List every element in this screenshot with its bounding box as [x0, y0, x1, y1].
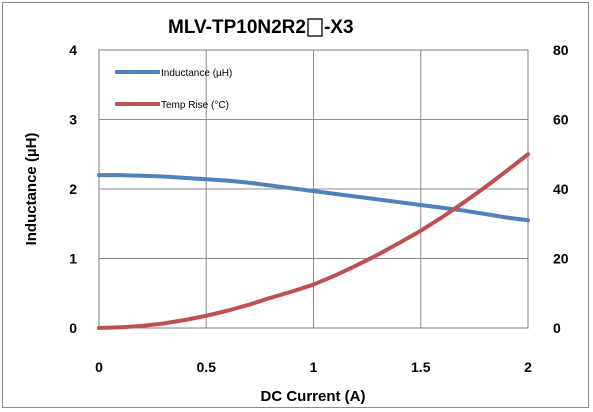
legend-label-temp-rise: Temp Rise (°C) [161, 100, 229, 111]
y-tick-label: 2 [69, 181, 77, 197]
y-tick-label: 0 [69, 320, 77, 336]
series-line-temp-rise [97, 152, 530, 330]
y-axis-title: Inductance (µH) [23, 133, 40, 246]
chart-frame [2, 2, 589, 408]
y2-tick-label: 80 [553, 42, 569, 58]
gridlines [99, 50, 528, 328]
title-placeholder-box [307, 18, 323, 37]
chart-title-suffix: -X3 [324, 17, 354, 38]
plot-area-border [98, 49, 529, 329]
x-tick-label: 0 [95, 359, 103, 375]
chart-title: MLV-TP10N2R2 -X3 [168, 17, 354, 38]
y-tick-label: 4 [69, 42, 77, 58]
y-tick-label: 1 [69, 251, 77, 267]
y2-tick-label: 40 [553, 181, 569, 197]
legend-label-inductance: Inductance (µH) [161, 68, 232, 79]
series-layer [97, 152, 530, 330]
y2-tick-label: 60 [553, 112, 569, 128]
chart-title-text: MLV-TP10N2R2 [168, 17, 306, 38]
y-tick-label: 3 [69, 112, 77, 128]
x-tick-label: 1 [310, 359, 318, 375]
y2-tick-label: 0 [553, 320, 561, 336]
x-tick-label: 2 [524, 359, 532, 375]
x-tick-label: 0.5 [197, 359, 217, 375]
x-tick-label: 1.5 [411, 359, 431, 375]
x-axis-title: DC Current (A) [261, 388, 366, 405]
y2-tick-label: 20 [553, 251, 569, 267]
legend: Inductance (µH) Temp Rise (°C) [115, 68, 232, 111]
